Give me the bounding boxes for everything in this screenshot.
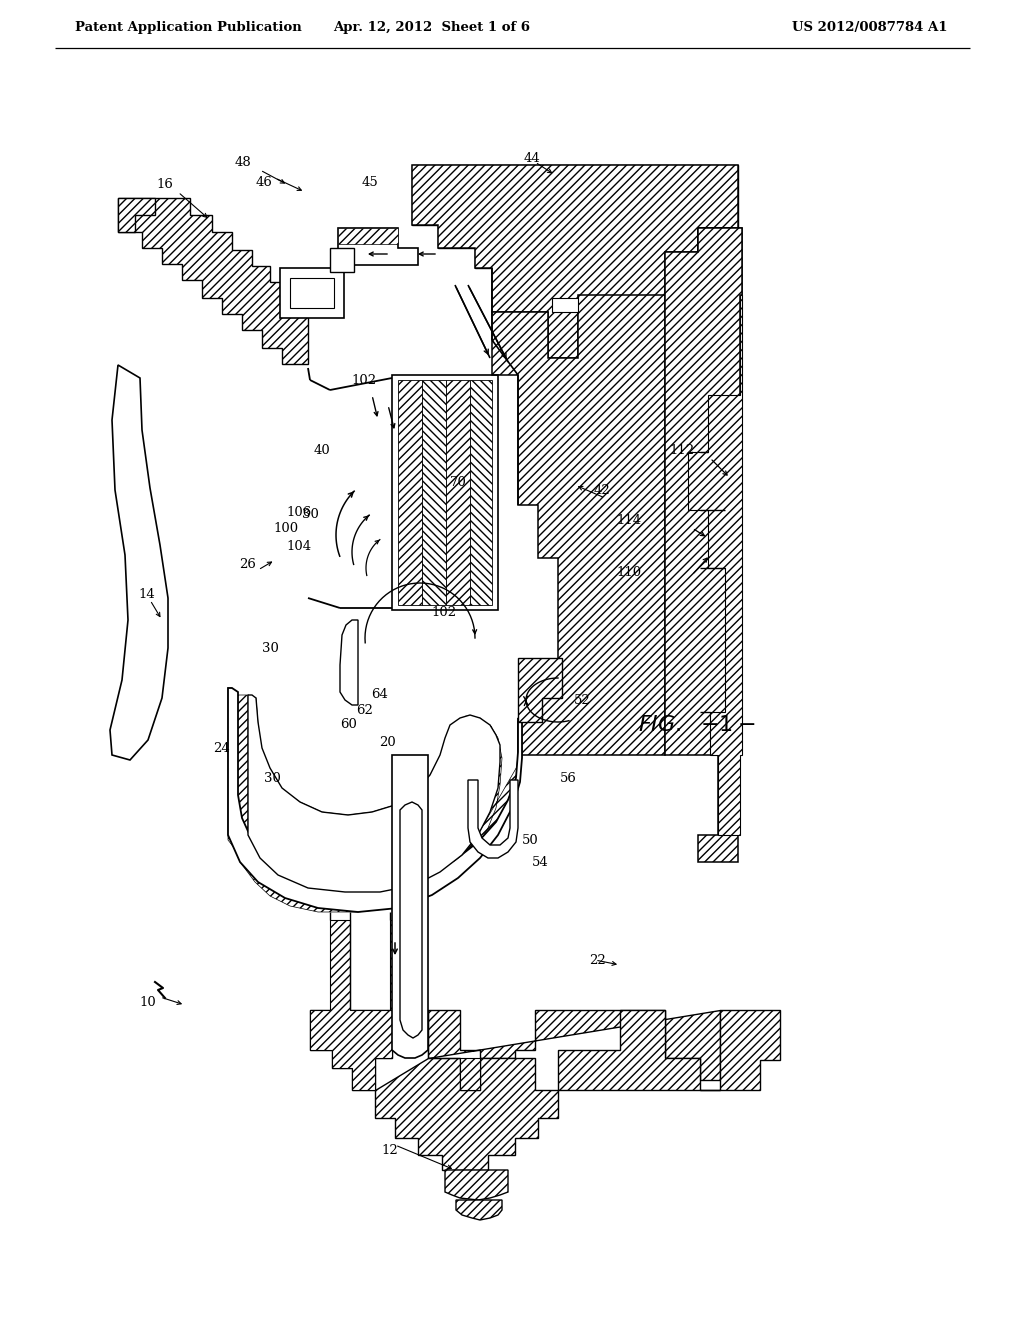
Polygon shape: [248, 696, 522, 888]
Text: 10: 10: [139, 995, 157, 1008]
Polygon shape: [428, 1010, 720, 1080]
Polygon shape: [248, 696, 500, 892]
Text: 104: 104: [287, 540, 311, 553]
Polygon shape: [558, 1010, 780, 1090]
Text: 40: 40: [313, 444, 331, 457]
Text: 110: 110: [616, 565, 642, 578]
Polygon shape: [698, 228, 742, 294]
Polygon shape: [456, 1200, 502, 1220]
Text: 45: 45: [361, 176, 379, 189]
Text: 24: 24: [214, 742, 230, 755]
Text: 102: 102: [351, 374, 377, 387]
Text: 48: 48: [234, 156, 251, 169]
Text: 42: 42: [594, 483, 610, 496]
Polygon shape: [518, 657, 562, 722]
Polygon shape: [400, 803, 422, 1038]
Polygon shape: [310, 920, 392, 1090]
Polygon shape: [445, 1170, 508, 1200]
Polygon shape: [688, 294, 742, 836]
Text: 14: 14: [138, 589, 156, 602]
Text: 30: 30: [263, 771, 281, 784]
Text: 100: 100: [273, 521, 299, 535]
Text: US 2012/0087784 A1: US 2012/0087784 A1: [793, 21, 948, 34]
Polygon shape: [552, 294, 578, 312]
Polygon shape: [118, 198, 155, 232]
Polygon shape: [330, 248, 354, 272]
Polygon shape: [290, 279, 334, 308]
Text: 50: 50: [521, 833, 539, 846]
Polygon shape: [228, 688, 256, 858]
Polygon shape: [665, 228, 742, 862]
Polygon shape: [340, 620, 358, 705]
Text: 22: 22: [590, 953, 606, 966]
Text: Apr. 12, 2012  Sheet 1 of 6: Apr. 12, 2012 Sheet 1 of 6: [334, 21, 530, 34]
Polygon shape: [470, 380, 492, 605]
Text: 26: 26: [240, 558, 256, 572]
Polygon shape: [228, 688, 522, 912]
Polygon shape: [468, 780, 518, 858]
Text: 64: 64: [372, 688, 388, 701]
Text: 30: 30: [261, 642, 279, 655]
Text: 60: 60: [341, 718, 357, 730]
Polygon shape: [412, 165, 738, 362]
Text: 16: 16: [157, 178, 173, 191]
Text: 12: 12: [382, 1143, 398, 1156]
Text: 70: 70: [450, 475, 467, 488]
Text: 62: 62: [356, 704, 374, 717]
Text: 54: 54: [531, 855, 549, 869]
Text: 56: 56: [559, 771, 577, 784]
Polygon shape: [412, 165, 738, 358]
Polygon shape: [390, 920, 480, 1090]
Polygon shape: [392, 755, 428, 1059]
Polygon shape: [338, 228, 398, 244]
Text: 112: 112: [670, 444, 694, 457]
Text: 20: 20: [380, 735, 396, 748]
Polygon shape: [492, 294, 665, 755]
Polygon shape: [375, 1059, 558, 1170]
Text: Patent Application Publication: Patent Application Publication: [75, 21, 302, 34]
Polygon shape: [310, 1010, 392, 1090]
Polygon shape: [422, 380, 446, 605]
Text: 114: 114: [616, 513, 642, 527]
Polygon shape: [446, 380, 470, 605]
Text: $\mathit{-1-}$: $\mathit{-1-}$: [700, 715, 756, 735]
Polygon shape: [398, 380, 422, 605]
Polygon shape: [118, 198, 308, 364]
Text: 44: 44: [523, 152, 541, 165]
Text: 46: 46: [256, 176, 272, 189]
Polygon shape: [338, 228, 418, 265]
Polygon shape: [110, 366, 168, 760]
Text: 30: 30: [301, 508, 318, 521]
Polygon shape: [238, 838, 475, 912]
Polygon shape: [280, 268, 344, 318]
Text: 102: 102: [431, 606, 457, 619]
Text: 106: 106: [287, 506, 311, 519]
Polygon shape: [698, 228, 738, 298]
Text: $\mathit{FIG.}$: $\mathit{FIG.}$: [638, 715, 681, 735]
Text: 52: 52: [573, 693, 591, 706]
